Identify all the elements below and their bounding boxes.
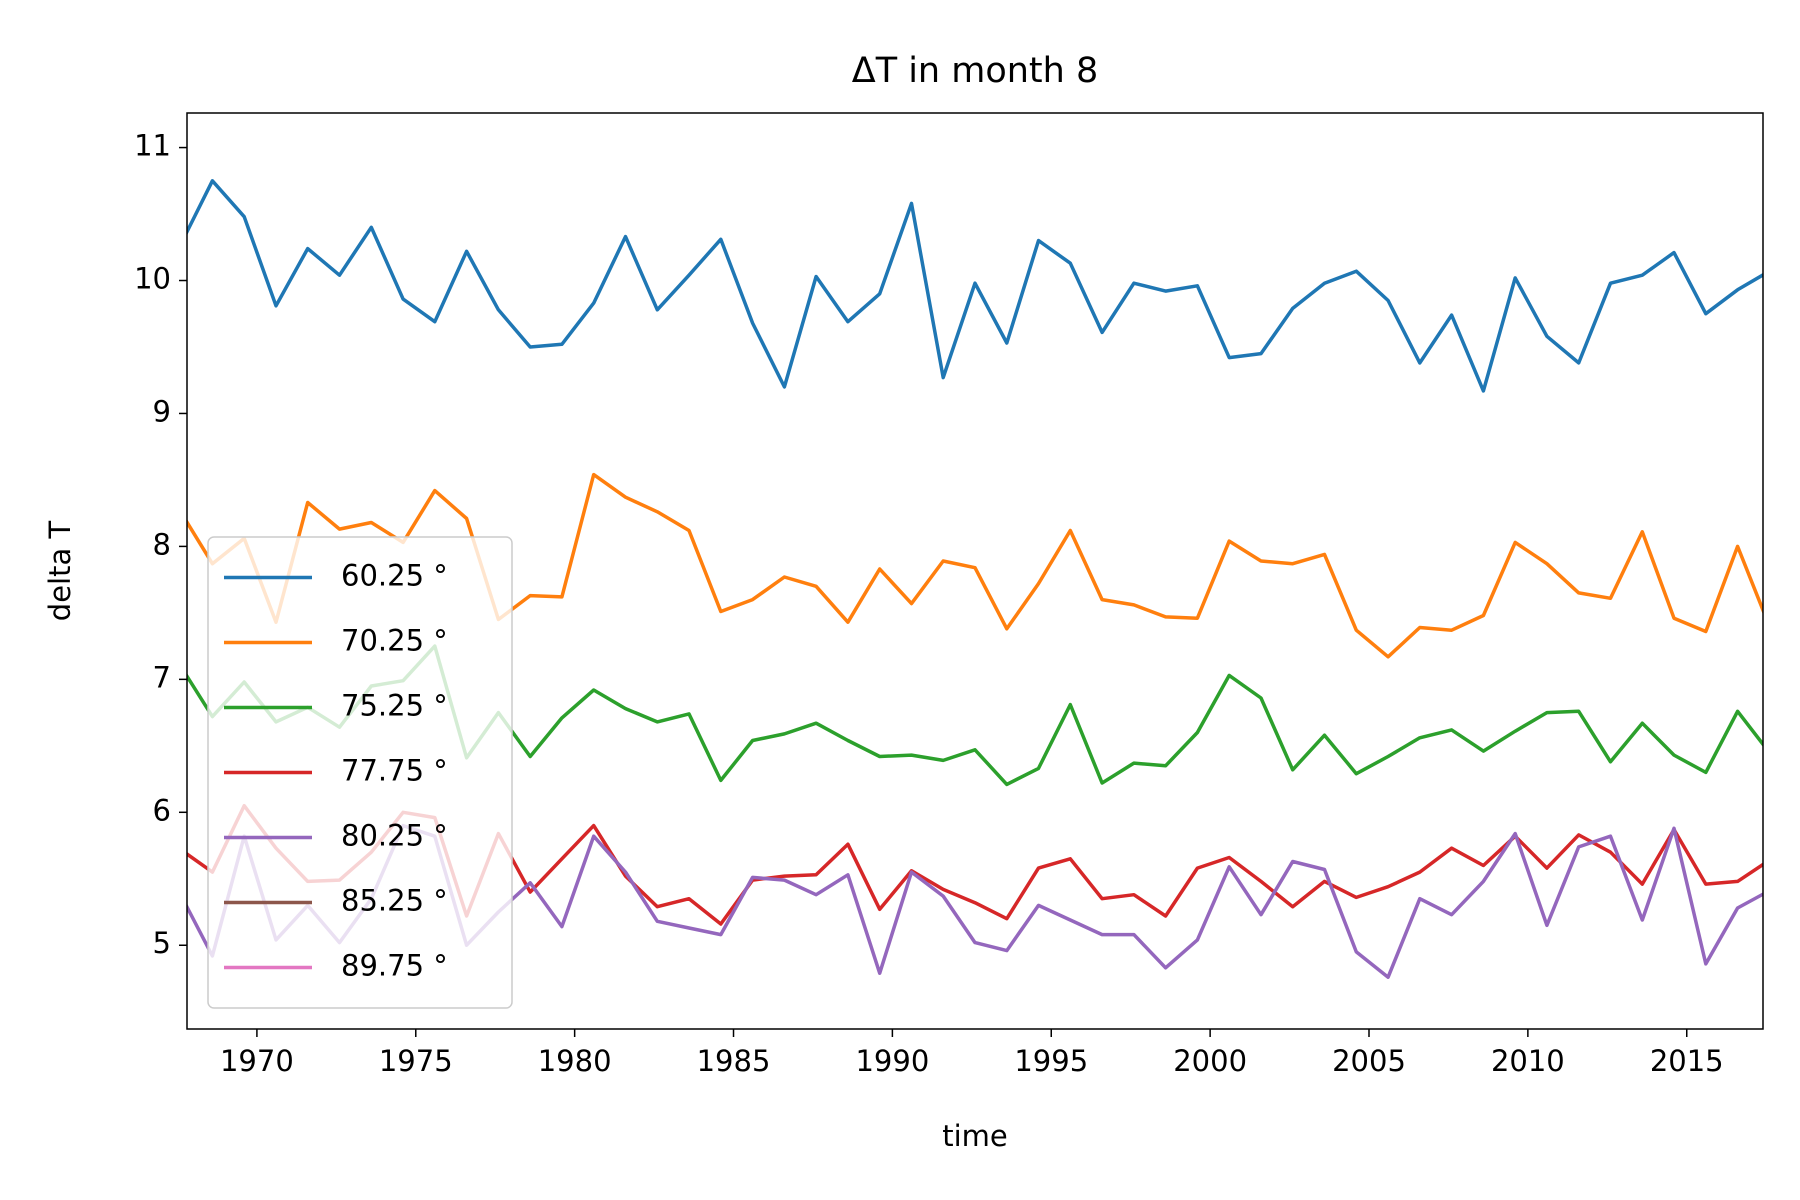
legend-label: 85.25 ° — [341, 884, 448, 918]
x-tick-label: 1990 — [855, 1044, 929, 1078]
legend-box — [207, 536, 513, 1009]
legend-label: 77.75 ° — [341, 754, 448, 788]
x-tick-label: 1975 — [379, 1044, 453, 1078]
x-tick-label: 1995 — [1014, 1044, 1088, 1078]
x-tick-label: 2015 — [1650, 1044, 1724, 1078]
y-tick-label: 6 — [153, 793, 171, 827]
legend-label: 60.25 ° — [341, 559, 448, 593]
x-tick-label: 2005 — [1332, 1044, 1406, 1078]
x-tick-label: 2010 — [1491, 1044, 1565, 1078]
y-tick-label: 9 — [153, 394, 171, 428]
series-line — [187, 179, 1763, 393]
legend-label: 89.75 ° — [341, 949, 448, 983]
x-tick-label: 1985 — [697, 1044, 771, 1078]
y-tick-label: 5 — [153, 926, 171, 960]
plot-frame — [186, 112, 1764, 1030]
x-tick-label: 2000 — [1173, 1044, 1247, 1078]
y-axis-label: delta T — [43, 521, 77, 622]
x-axis-label: time — [942, 1119, 1008, 1153]
y-tick-label: 8 — [153, 527, 171, 561]
x-tick-label: 1980 — [538, 1044, 612, 1078]
chart-title: ΔT in month 8 — [852, 51, 1098, 91]
y-tick-label: 10 — [134, 262, 171, 296]
legend-label: 70.25 ° — [341, 624, 448, 658]
legend-label: 80.25 ° — [341, 819, 448, 853]
series-line — [187, 472, 1763, 659]
y-tick-label: 7 — [153, 660, 171, 694]
y-tick-label: 11 — [134, 129, 171, 163]
legend-label: 75.25 ° — [341, 689, 448, 723]
x-tick-label: 1970 — [220, 1044, 294, 1078]
